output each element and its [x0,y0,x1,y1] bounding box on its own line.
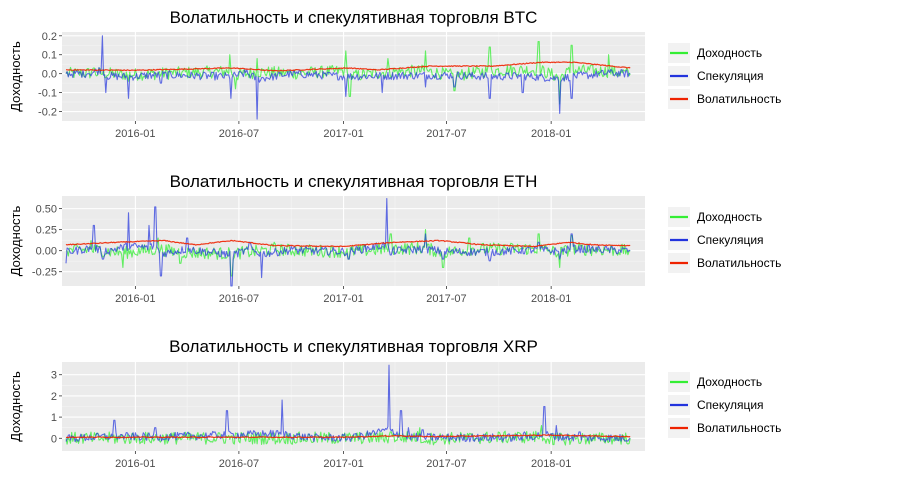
legend-label: Волатильность [697,421,781,435]
x-tick-label: 2016-01 [115,458,155,470]
y-tick-label: 1 [51,412,57,424]
legend-label: Спекуляция [697,233,764,247]
legend-label: Доходность [697,375,762,389]
y-axis-label: Доходность [8,206,23,277]
x-tick-label: 2018-01 [531,293,571,305]
x-tick-label: 2017-01 [323,128,363,140]
legend-label: Спекуляция [697,69,764,83]
chart-title: Волатильность и спекулятивная торговля E… [170,172,538,191]
y-tick-label: -0.2 [38,107,57,119]
y-tick-label: -0.1 [38,88,57,100]
x-tick-label: 2017-01 [323,293,363,305]
chart-panel-1: Волатильность и спекулятивная торговля B… [8,8,781,140]
series-line-3 [65,434,631,439]
y-tick-label: 0 [51,433,57,445]
x-tick-label: 2018-01 [531,458,571,470]
x-tick-label: 2017-07 [426,128,466,140]
y-axis-label: Доходность [8,41,23,112]
legend-label: Доходность [697,210,762,224]
series-line-2 [65,197,631,287]
y-tick-label: 3 [51,370,57,382]
legend-label: Доходность [697,46,762,60]
x-tick-label: 2016-07 [219,128,259,140]
y-axis-label: Доходность [8,371,23,442]
chart-title: Волатильность и спекулятивная торговля B… [170,8,538,27]
y-tick-label: 0.1 [42,50,57,62]
legend-label: Волатильность [697,256,781,270]
x-tick-label: 2016-07 [219,293,259,305]
x-tick-label: 2016-07 [219,458,259,470]
chart-panel-3: Волатильность и спекулятивная торговля X… [8,337,781,470]
y-tick-label: -0.25 [32,267,57,279]
y-tick-label: 0.50 [36,204,57,216]
chart-panel-2: Волатильность и спекулятивная торговля E… [8,172,781,305]
legend-label: Волатильность [697,92,781,106]
series-line-3 [65,239,631,248]
x-tick-label: 2017-01 [323,458,363,470]
x-tick-label: 2018-01 [531,128,571,140]
legend-label: Спекуляция [697,398,764,412]
y-tick-label: 0.0 [42,69,57,81]
x-tick-label: 2017-07 [426,293,466,305]
chart-title: Волатильность и спекулятивная торговля X… [169,337,538,356]
series-line-3 [65,61,631,72]
x-tick-label: 2016-01 [115,128,155,140]
y-tick-label: 0.00 [36,246,57,258]
series-line-1 [65,40,631,105]
y-tick-label: 0.25 [36,225,57,237]
y-tick-label: 2 [51,391,57,403]
x-tick-label: 2016-01 [115,293,155,305]
y-tick-label: 0.2 [42,31,57,43]
series-line-2 [65,35,631,120]
x-tick-label: 2017-07 [426,458,466,470]
